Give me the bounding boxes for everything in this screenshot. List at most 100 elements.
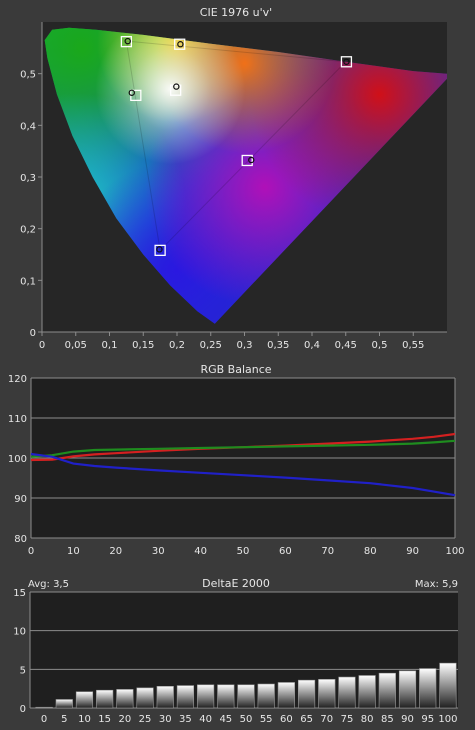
deltae-bar (176, 685, 195, 709)
rgb-y-tick-label: 110 (8, 414, 27, 425)
deltae-bar (257, 683, 275, 709)
deltae-bar (217, 684, 235, 709)
rgb-x-tick-label: 10 (67, 546, 80, 555)
cie-x-tick-label: 0,15 (132, 340, 154, 351)
deltae-x-tick-label: 70 (320, 714, 333, 725)
measured-point (343, 58, 350, 65)
cie-x-tick-label: 0 (39, 340, 45, 351)
rgb-grid (30, 377, 456, 539)
deltae-x-tick-label: 65 (300, 714, 313, 725)
deltae-x-tick-label: 85 (381, 714, 394, 725)
cie-y-tick-label: 0,3 (20, 173, 36, 184)
deltae-y-tick-label: 15 (13, 588, 26, 599)
cie-title: CIE 1976 u'v' (200, 6, 272, 19)
rgb-x-tick-label: 40 (194, 546, 207, 555)
deltae-bar (75, 691, 94, 709)
rgb-lines (30, 432, 456, 497)
deltae-bar (277, 682, 295, 709)
deltae-bar (35, 706, 53, 709)
cie-chart: CIE 1976 u'v' 0 0,05 0,1 0,15 0,2 0,25 0,3 0,35… (20, 6, 447, 351)
target-square (169, 84, 182, 96)
deltae-max-label: Max: 5,9 (415, 579, 458, 590)
deltae-bar (378, 672, 396, 709)
deltae-x-tick-label: 100 (438, 714, 457, 725)
deltae-x-tick-label: 50 (240, 714, 253, 725)
cie-x-tick-label: 0,1 (102, 340, 118, 351)
cie-y-tick-label: 0,2 (20, 225, 36, 236)
cie-color-fill (44, 27, 447, 324)
deltae-x-tick-label: 25 (139, 714, 152, 725)
deltae-bar (136, 687, 154, 709)
cie-y-tick-label: 0,4 (20, 121, 36, 132)
rgb-balance-chart: RGB Balance 80 90 100 110 120 0 10 20 30 40 50 60 70… (8, 363, 465, 555)
deltae-x-tick-label: 40 (199, 714, 212, 725)
cie-x-tick-label: 0,05 (65, 340, 87, 351)
cie-y-tick-label: 0 (30, 328, 36, 339)
rgb-x-tick-label: 60 (279, 546, 292, 555)
rgb-x-tick-label: 100 (445, 546, 464, 555)
cie-ticks: 0 0,05 0,1 0,15 0,2 0,25 0,3 0,35 0,4 0,45 0,5 0,55… (20, 70, 424, 351)
deltae-ticks: 0 5 10 15 0 5 10 15 20 25 30 35 40 45 50 55 60 65 70 75 80 85… (13, 588, 457, 725)
rgb-title: RGB Balance (200, 363, 271, 376)
deltae-x-tick-label: 35 (179, 714, 192, 725)
cie-y-tick-label: 0,1 (20, 276, 36, 287)
measured-point (124, 37, 131, 45)
deltae-x-tick-label: 20 (118, 714, 131, 725)
deltae-y-tick-label: 5 (20, 665, 26, 676)
deltae-x-tick-label: 10 (78, 714, 91, 725)
measured-point (177, 41, 184, 48)
cie-x-tick-label: 0,2 (169, 340, 185, 351)
deltae-bar (419, 668, 437, 709)
rgb-y-tick-label: 80 (14, 534, 27, 545)
deltae-title: DeltaE 2000 (202, 578, 270, 590)
deltae-x-tick-label: 80 (361, 714, 374, 725)
deltae-x-tick-label: 30 (159, 714, 172, 725)
deltae-x-tick-label: 15 (98, 714, 111, 725)
measured-point (128, 89, 135, 96)
measured-point (173, 83, 180, 90)
cie-x-tick-label: 0,55 (402, 340, 424, 351)
deltae-x-tick-label: 55 (260, 714, 273, 725)
cie-x-tick-label: 0,4 (304, 340, 320, 351)
green-series-line (30, 439, 456, 458)
deltae-bar (297, 679, 316, 709)
deltae-bar (398, 670, 417, 709)
deltae-avg-label: Avg: 3,5 (28, 579, 69, 590)
deltae-bars (35, 662, 457, 709)
rgb-x-tick-label: 80 (364, 546, 377, 555)
deltae-bar (318, 679, 336, 709)
cie-grid (38, 22, 447, 336)
deltae-bar (338, 676, 356, 709)
deltae-x-tick-label: 75 (341, 714, 354, 725)
measured-point (156, 246, 163, 253)
deltae-x-tick-label: 95 (421, 714, 434, 725)
rgb-y-tick-label: 90 (14, 494, 27, 505)
rgb-x-tick-label: 0 (28, 546, 34, 555)
cie-x-tick-label: 0,3 (237, 340, 253, 351)
rgb-ticks: 80 90 100 110 120 0 10 20 30 40 50 60 70 80 90 100 (8, 374, 465, 555)
deltae-x-tick-label: 0 (41, 714, 47, 725)
deltae-bar (237, 684, 255, 709)
cie-y-tick-label: 0,5 (20, 70, 36, 81)
blue-series-line (30, 452, 456, 497)
rgb-x-tick-label: 50 (237, 546, 250, 555)
target-square (340, 56, 353, 68)
deltae-bar (116, 689, 134, 709)
deltae-chart: Avg: 3,5 DeltaE 2000 Max: 5,9 0 5 10 15 0 5 10… (13, 578, 458, 725)
cie-x-tick-label: 0,25 (200, 340, 222, 351)
deltae-bar (358, 675, 376, 709)
deltae-bar (96, 689, 114, 709)
target-square (154, 244, 166, 257)
rgb-y-tick-label: 100 (8, 454, 27, 465)
deltae-y-tick-label: 0 (20, 704, 26, 715)
rgb-y-tick-label: 120 (8, 374, 27, 385)
target-square (120, 35, 133, 48)
rgb-x-tick-label: 20 (109, 546, 122, 555)
deltae-x-tick-label: 90 (401, 714, 414, 725)
target-square (241, 154, 253, 167)
deltae-bar (439, 662, 457, 709)
rgb-x-tick-label: 30 (152, 546, 165, 555)
cie-x-tick-label: 0,35 (267, 340, 289, 351)
target-square (174, 38, 186, 50)
gamut-triangle (125, 40, 347, 252)
